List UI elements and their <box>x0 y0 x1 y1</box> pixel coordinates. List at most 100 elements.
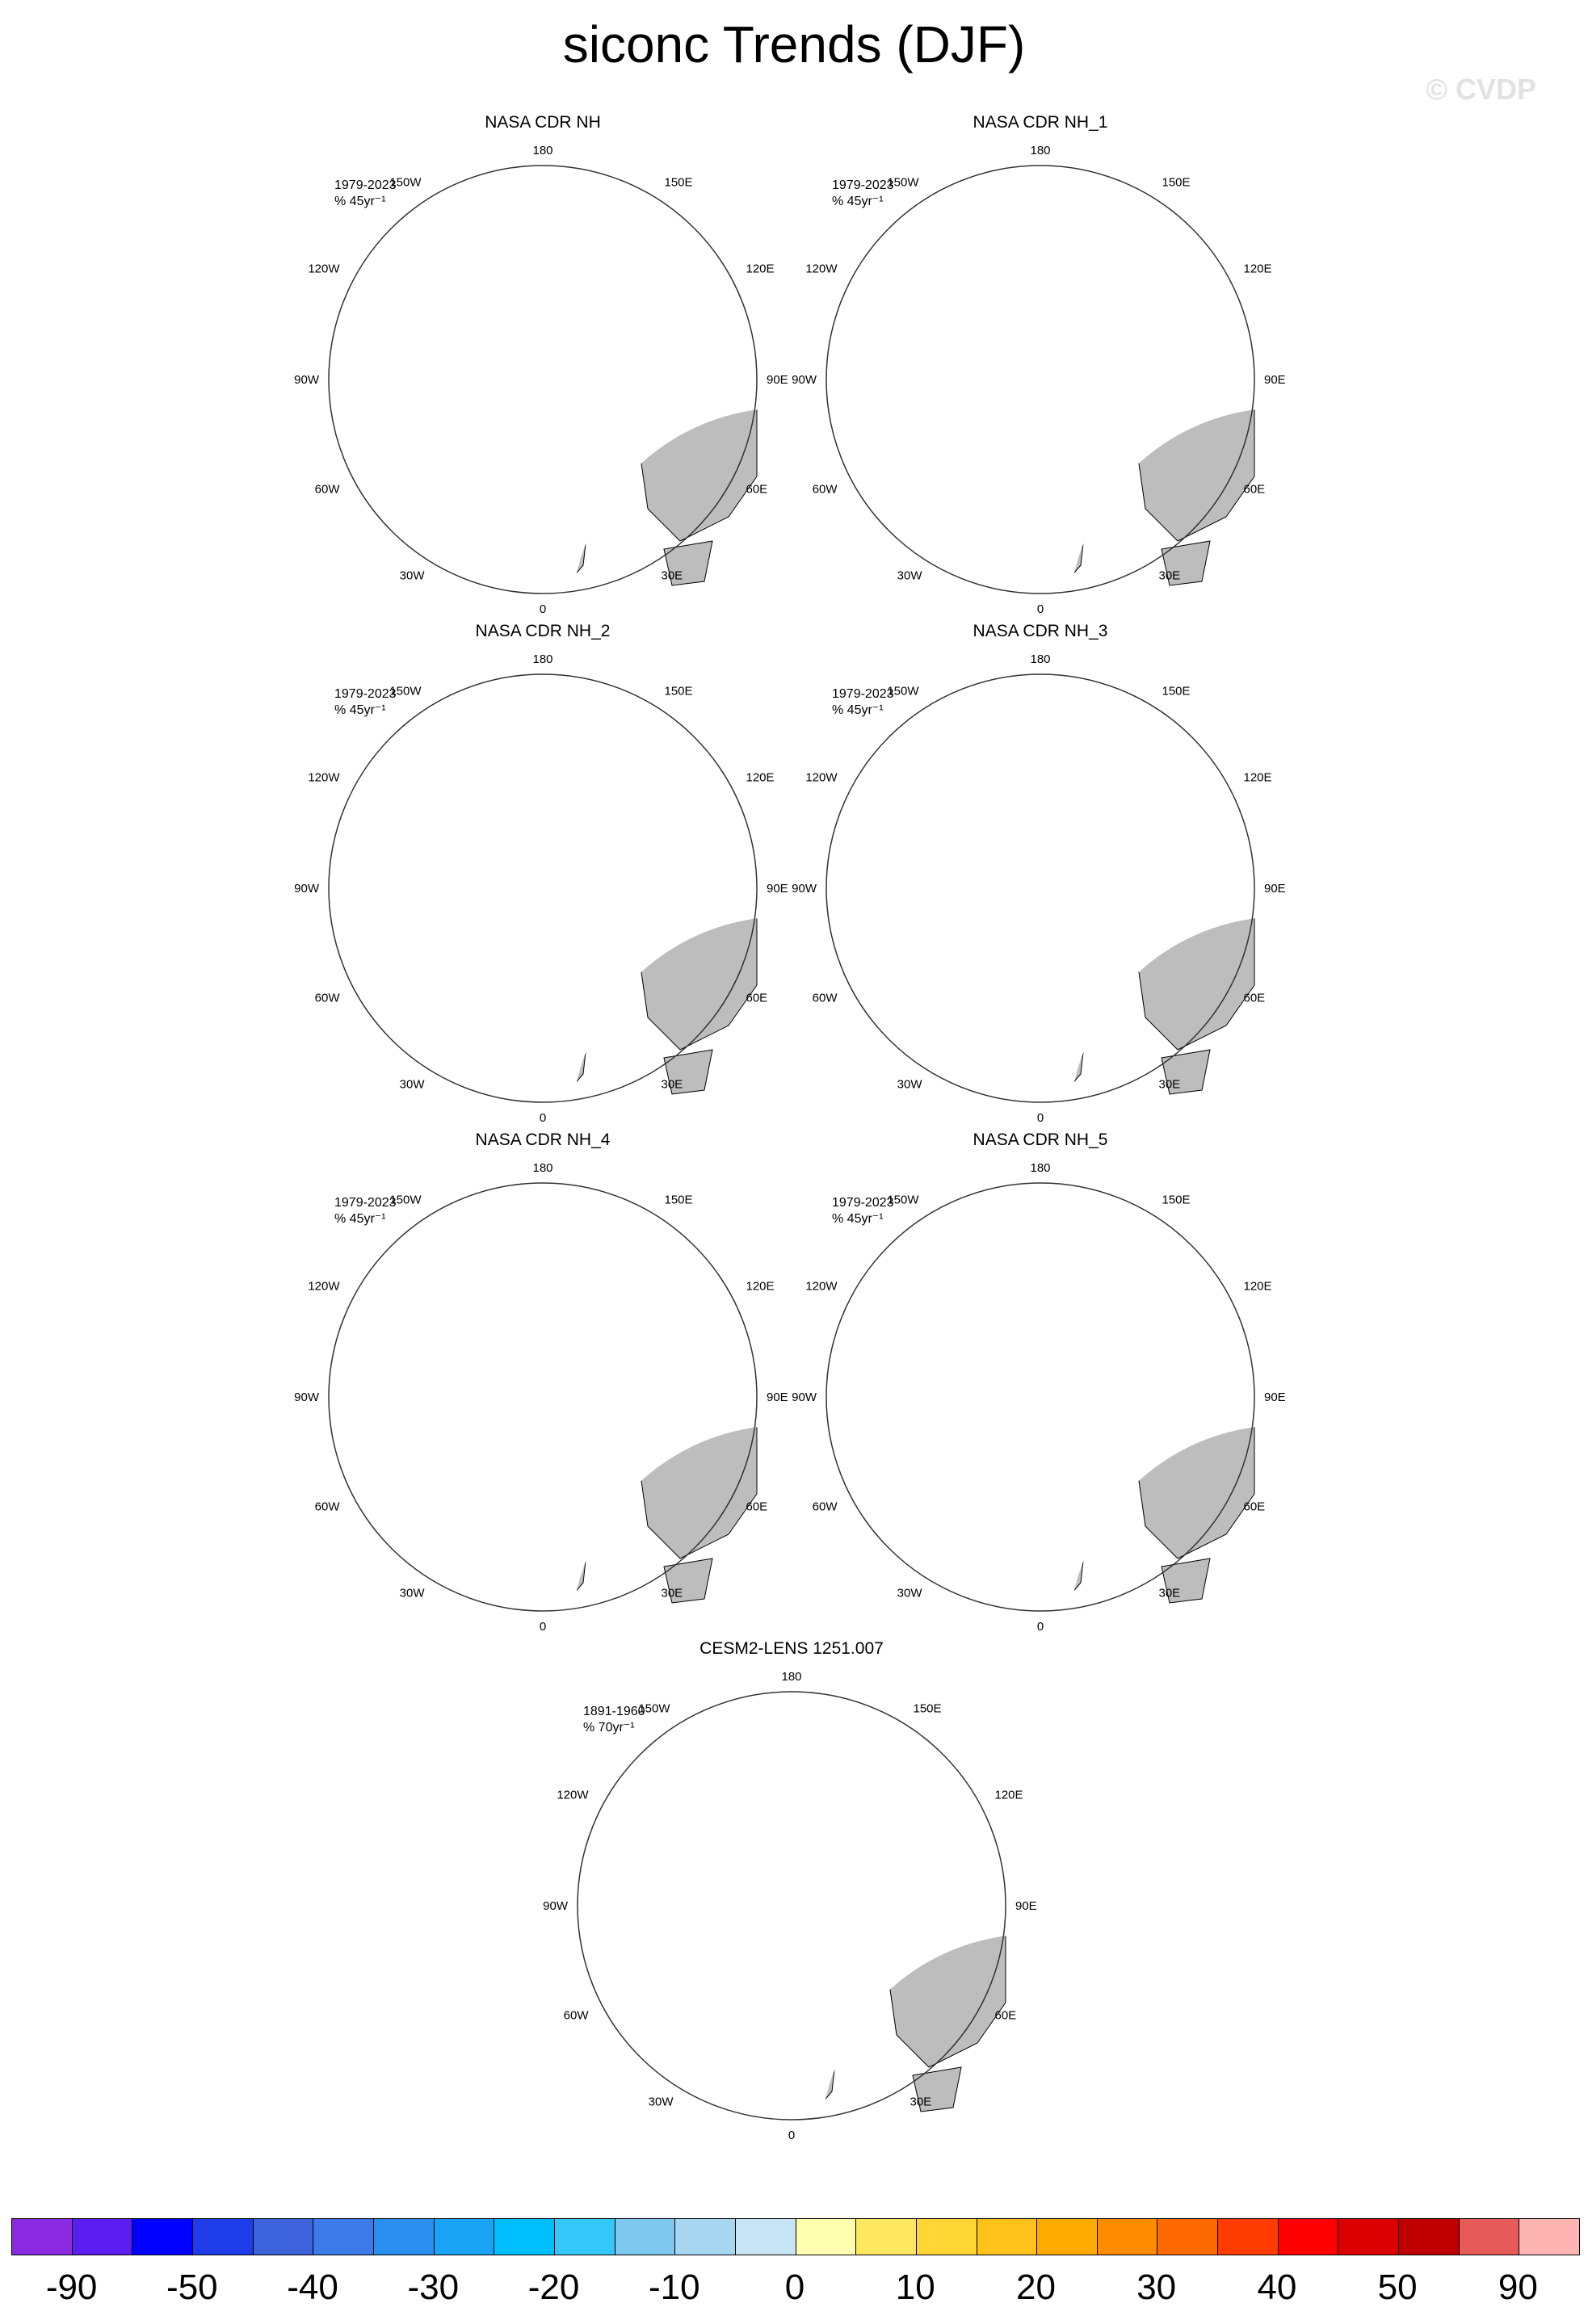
colorbar-label: 50 <box>1377 2267 1418 2307</box>
lon-label: 120E <box>746 1280 774 1294</box>
colorbar-swatch <box>72 2219 133 2255</box>
map-panel: NASA CDR NH_4 1979-2023 % 45yr⁻¹ 180 150E 12… <box>276 1131 809 1634</box>
lon-label: 120E <box>994 1789 1023 1802</box>
lon-label: 30W <box>897 568 923 582</box>
colorbar-label: 0 <box>784 2267 805 2307</box>
colorbar-swatch <box>1218 2219 1279 2255</box>
lon-label: 60W <box>315 483 341 497</box>
period-years: 1979-2023 <box>832 1196 894 1210</box>
lon-label: 90W <box>294 373 320 387</box>
polar-map: 180 150E 120E 90E 60E 30E 0 30W 60W 90W 120W 150W <box>294 144 788 616</box>
lon-label: 90E <box>767 1391 788 1404</box>
colorbar-swatch <box>916 2219 977 2255</box>
lon-label: 180 <box>532 144 552 157</box>
colorbar-label: 90 <box>1498 2267 1538 2307</box>
lon-label: 120E <box>746 262 774 276</box>
lon-label: 150E <box>665 1193 693 1207</box>
period-years: 1891-1960 <box>583 1705 645 1718</box>
colorbar-swatch <box>675 2219 736 2255</box>
colorbar-swatch <box>1097 2219 1158 2255</box>
lon-label: 90W <box>792 1391 817 1404</box>
colorbar-label: -50 <box>166 2267 218 2307</box>
colorbar-labels: -90 -50 -40 -30 -20 -10 0 10 20 30 40 50 90 <box>11 2267 1578 2316</box>
colorbar-swatch <box>735 2219 796 2255</box>
colorbar <box>11 2218 1580 2255</box>
colorbar-swatch <box>1338 2219 1400 2255</box>
lon-label: 0 <box>1037 1111 1044 1125</box>
colorbar-label: 10 <box>895 2267 935 2307</box>
period-label: 1979-2023 % 45yr⁻¹ <box>832 1195 894 1227</box>
colorbar-swatch <box>1459 2219 1520 2255</box>
lon-label: 90W <box>294 882 320 896</box>
colorbar-label: -30 <box>407 2267 460 2307</box>
colorbar-label: -90 <box>45 2267 98 2307</box>
colorbar-swatch <box>434 2219 495 2255</box>
polar-map: 180 150E 120E 90E 60E 30E 0 30W 60W 90W 120W 150W <box>294 652 788 1125</box>
polar-map: 180 150E 120E 90E 60E 30E 0 30W 60W 90W 120W 150W <box>792 1161 1286 1634</box>
lon-label: 120W <box>805 771 838 785</box>
figure-title: siconc Trends (DJF) <box>562 15 1026 73</box>
lon-label: 30E <box>662 568 683 582</box>
lon-label: 60W <box>315 992 341 1005</box>
period-units: % 45yr⁻¹ <box>832 195 884 208</box>
lon-label: 150E <box>1162 176 1191 190</box>
map-panel: NASA CDR NH_1 1979-2023 % 45yr⁻¹ 180 150E 12… <box>774 113 1307 616</box>
lon-label: 60W <box>813 483 838 497</box>
lon-label: 0 <box>1037 602 1044 616</box>
lon-label: 90E <box>1264 373 1286 387</box>
period-units: % 45yr⁻¹ <box>832 1212 884 1226</box>
lon-label: 180 <box>781 1670 801 1684</box>
lon-label: 60E <box>746 992 767 1005</box>
colorbar-label: -20 <box>527 2267 580 2307</box>
lon-label: 60E <box>746 1500 767 1514</box>
map-panel: NASA CDR NH 1979-2023 % 45yr⁻¹ 180 150E 120E… <box>276 113 809 616</box>
lon-label: 30W <box>400 1586 426 1600</box>
lon-label: 60E <box>746 483 767 497</box>
colorbar-swatch <box>192 2219 254 2255</box>
period-units: % 45yr⁻¹ <box>832 703 884 717</box>
lon-label: 30E <box>1159 1586 1181 1600</box>
lon-label: 90E <box>1264 882 1286 896</box>
period-label: 1979-2023 % 45yr⁻¹ <box>832 178 894 210</box>
colorbar-swatch <box>1037 2219 1098 2255</box>
lon-label: 90W <box>294 1391 320 1404</box>
lon-label: 0 <box>540 1111 546 1125</box>
map-panel: NASA CDR NH_3 1979-2023 % 45yr⁻¹ 180 150E 12… <box>774 622 1307 1125</box>
lon-label: 0 <box>540 1620 546 1634</box>
colorbar-label: 30 <box>1136 2267 1177 2307</box>
panel-title: NASA CDR NH_4 <box>475 1131 611 1149</box>
period-label: 1891-1960 % 70yr⁻¹ <box>583 1704 645 1736</box>
colorbar-swatch <box>253 2219 314 2255</box>
map-panel: CESM2-LENS 1251.007 1891-1960 % 70yr⁻¹ 180… <box>525 1639 1058 2142</box>
period-years: 1979-2023 <box>334 1196 397 1210</box>
lon-label: 90W <box>792 373 817 387</box>
lon-label: 150W <box>887 685 919 698</box>
colorbar-swatch <box>1519 2219 1580 2255</box>
colorbar-swatch <box>494 2219 555 2255</box>
lon-label: 180 <box>532 1161 552 1175</box>
panel-title: NASA CDR NH <box>485 113 601 132</box>
period-years: 1979-2023 <box>334 687 397 701</box>
lon-label: 180 <box>1030 144 1050 157</box>
period-label: 1979-2023 % 45yr⁻¹ <box>832 686 894 719</box>
watermark: © CVDP <box>1426 73 1536 106</box>
lon-label: 120E <box>1243 262 1271 276</box>
lon-label: 120E <box>746 771 774 785</box>
lon-label: 180 <box>1030 1161 1050 1175</box>
period-units: % 45yr⁻¹ <box>334 1212 386 1226</box>
colorbar-label: -40 <box>287 2267 338 2307</box>
colorbar-label: 20 <box>1015 2267 1056 2307</box>
colorbar-swatch <box>1399 2219 1460 2255</box>
lon-label: 120E <box>1243 771 1271 785</box>
panel-title: NASA CDR NH_1 <box>973 113 1108 132</box>
panel-title: NASA CDR NH_3 <box>973 622 1108 640</box>
lon-label: 150W <box>887 1193 919 1207</box>
lon-label: 60E <box>1243 992 1265 1005</box>
colorbar-swatch <box>977 2219 1038 2255</box>
lon-label: 120E <box>1243 1280 1271 1294</box>
panel-title: CESM2-LENS 1251.007 <box>699 1639 884 1658</box>
lon-label: 30W <box>897 1586 923 1600</box>
lon-label: 120W <box>308 262 340 276</box>
period-years: 1979-2023 <box>334 178 397 192</box>
lon-label: 150E <box>665 176 693 190</box>
